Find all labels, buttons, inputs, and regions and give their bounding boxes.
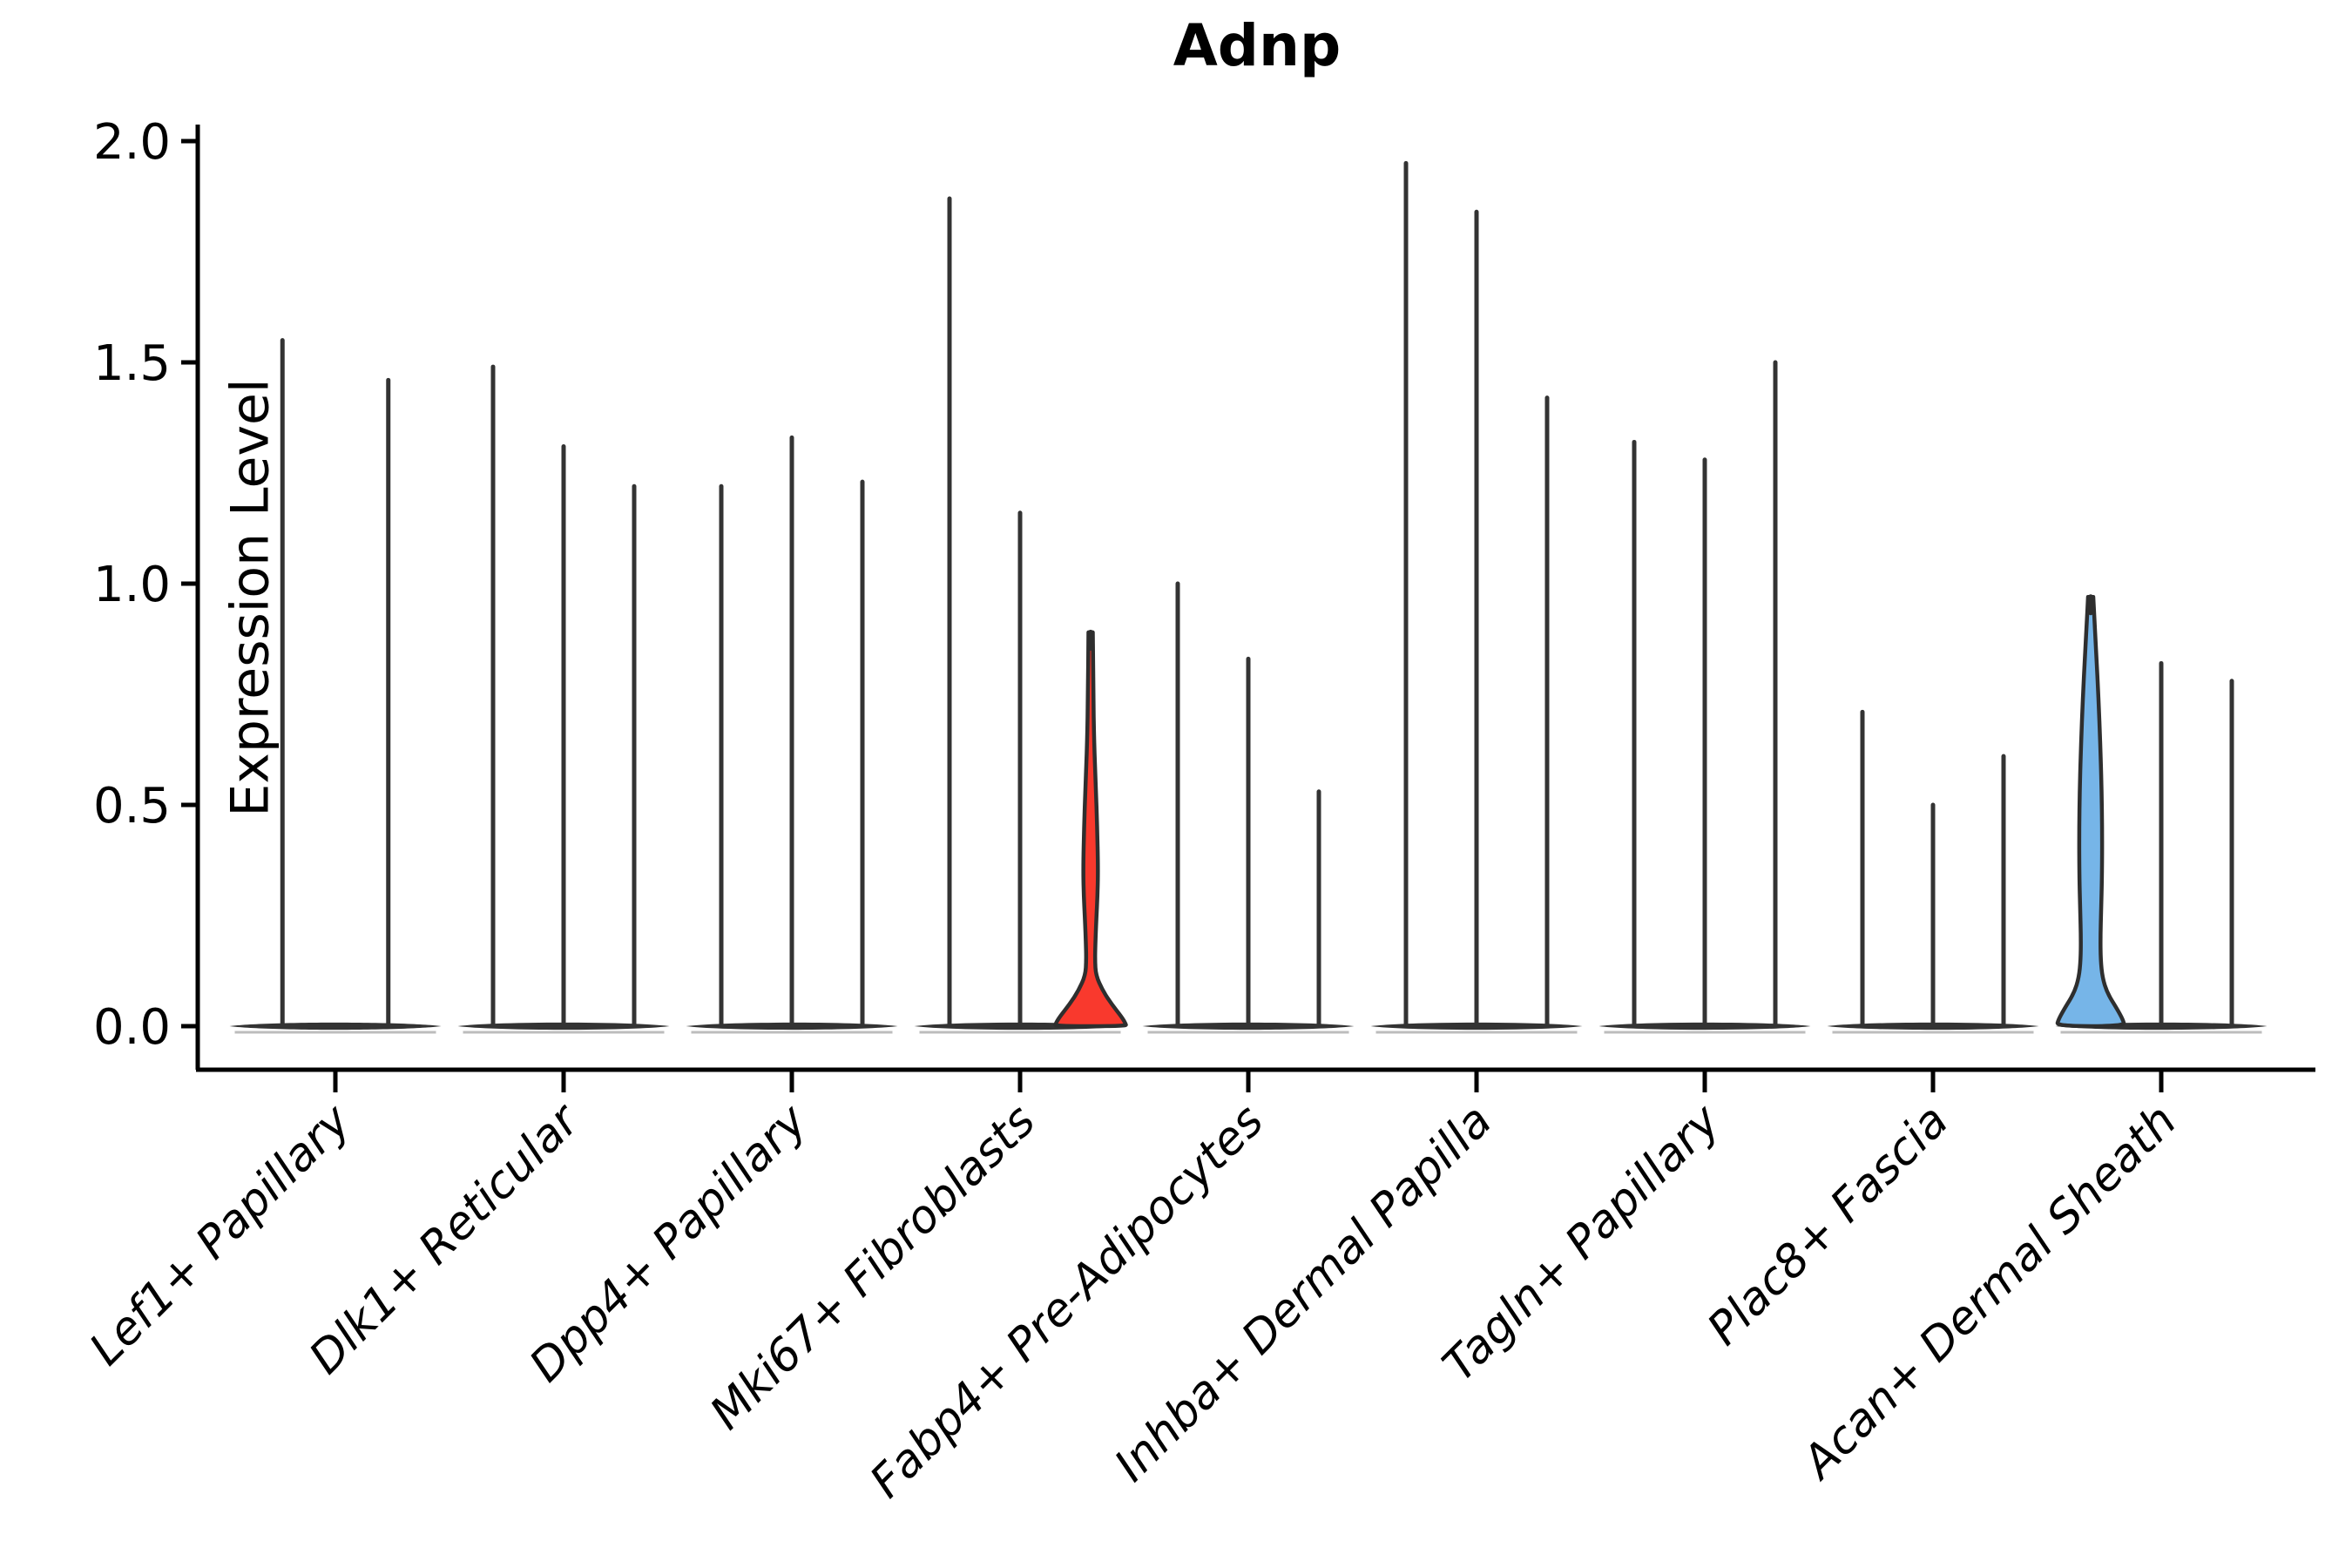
violin-body-red (1053, 630, 1128, 1029)
y-tick-label: 2.0 (93, 114, 171, 171)
violin-baseline (1142, 1022, 1355, 1031)
violin-baseline (686, 1022, 898, 1031)
y-tick-label: 0.5 (93, 778, 171, 835)
y-tick-label: 1.0 (93, 557, 171, 613)
violin-baseline (1598, 1022, 1811, 1031)
x-tick-label: Plac8+ Fascia (1698, 1095, 1958, 1355)
y-tick-label: 0.0 (93, 999, 171, 1056)
y-tick-label: 1.5 (93, 335, 171, 392)
x-tick-label: Acan+ Dermal Sheath (1791, 1095, 2186, 1490)
violin-body-blue (2055, 594, 2126, 1029)
violin-baseline (457, 1022, 670, 1031)
chart-title: Adnp (1173, 12, 1342, 79)
x-tick-label: Inhba+ Dermal Papilla (1105, 1095, 1502, 1492)
x-tick-label: Fabp4+ Pre-Adipocytes (861, 1095, 1274, 1509)
violin-baseline (1827, 1022, 2039, 1031)
violin-baseline (229, 1022, 442, 1031)
violin-baseline (1370, 1022, 1583, 1031)
